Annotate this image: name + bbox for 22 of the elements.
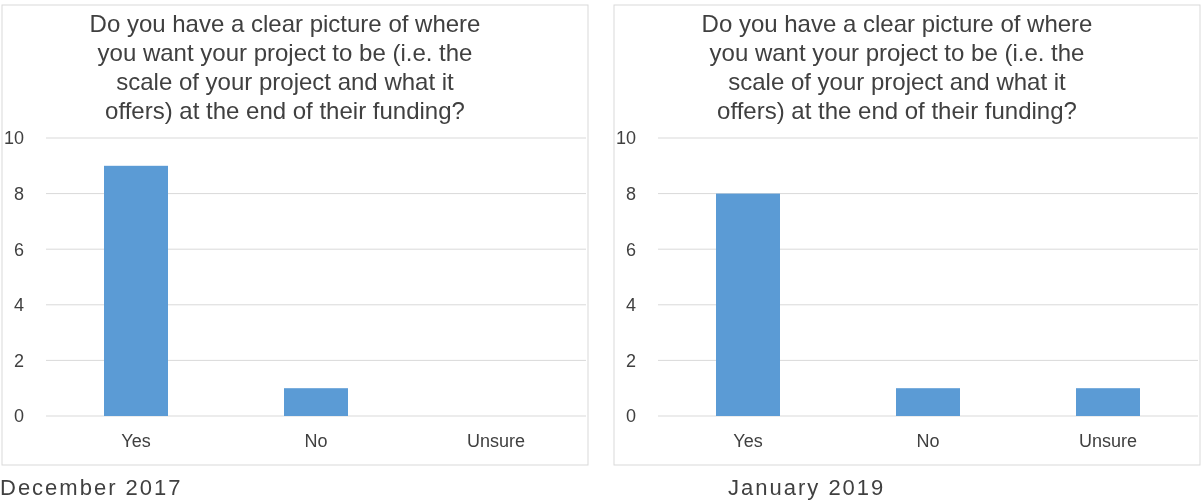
x-tick-label: Unsure: [1078, 431, 1138, 451]
y-tick-label: 10: [615, 128, 636, 149]
x-tick-label: No: [916, 431, 940, 451]
x-tick-label: Yes: [733, 431, 763, 451]
y-tick-label: 2: [13, 350, 24, 371]
y-tick-label: 2: [625, 350, 636, 371]
chart-title: Do you have a clear picture of where you want your project to be (i.e. the scale of your project and what it offers) at the end of their funding?: [89, 10, 481, 124]
chart-title: Do you have a clear picture of where you want your project to be (i.e. the scale of your project and what it offers) at the end of their funding?: [701, 10, 1093, 124]
text: December 2017: [0, 475, 183, 500]
x-tick-label: Yes: [121, 431, 151, 451]
y-tick-label: 4: [625, 295, 636, 316]
x-tick-label: No: [304, 431, 328, 451]
y-tick-label: 4: [13, 295, 24, 316]
y-tick-label: 0: [13, 406, 24, 427]
y-tick-label: 6: [625, 239, 636, 260]
x-tick-label: Unsure: [466, 431, 526, 451]
text: January 2019: [728, 475, 886, 500]
y-tick-label: 10: [3, 128, 24, 149]
y-tick-label: 0: [625, 406, 636, 427]
y-tick-label: 8: [13, 183, 24, 204]
y-tick-label: 8: [625, 183, 636, 204]
y-tick-label: 6: [13, 239, 24, 260]
